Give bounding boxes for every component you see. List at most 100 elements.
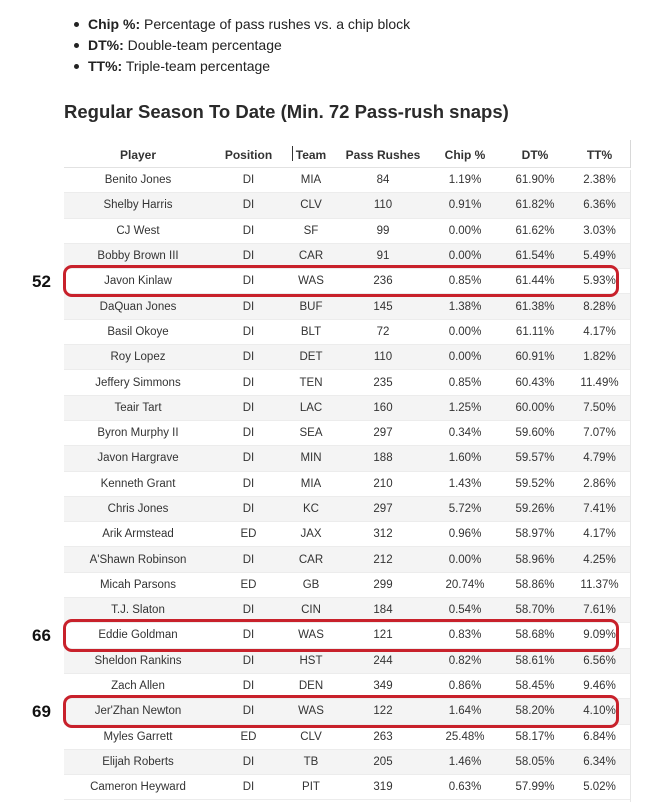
table-row: Byron Murphy II DI SEA 297 0.34% 59.60% 7.07% bbox=[64, 421, 630, 447]
cell-tt-pct: 8.28% bbox=[583, 300, 616, 313]
table-row: Sheldon Rankins DI HST 244 0.82% 58.61% 6.56% bbox=[64, 648, 630, 674]
header-team[interactable]: Team bbox=[295, 148, 327, 162]
table-row: DaQuan Jones DI BUF 145 1.38% 61.38% 8.28% bbox=[64, 294, 630, 320]
cell-tt-pct: 5.93% bbox=[583, 275, 616, 288]
header-pass-rushes[interactable]: Pass Rushes bbox=[345, 148, 421, 162]
cell-team: BUF bbox=[299, 300, 323, 313]
cell-position: DI bbox=[242, 604, 255, 617]
cell-pass-rushes: 263 bbox=[373, 730, 393, 743]
highlight-box bbox=[63, 695, 619, 728]
cell-team: SEA bbox=[299, 427, 323, 440]
cell-position: DI bbox=[242, 250, 255, 263]
table-row: Shelby Harris DI CLV 110 0.91% 61.82% 6.36% bbox=[64, 193, 630, 219]
cell-pass-rushes: 297 bbox=[373, 427, 393, 440]
cell-player: Myles Garrett bbox=[103, 730, 173, 743]
cell-player: Shelby Harris bbox=[103, 199, 173, 212]
cell-pass-rushes: 205 bbox=[373, 755, 393, 768]
cell-chip-pct: 0.83% bbox=[448, 629, 482, 642]
cell-dt-pct: 61.38% bbox=[515, 300, 555, 313]
cell-player: Micah Parsons bbox=[99, 578, 177, 591]
cell-position: ED bbox=[240, 528, 257, 541]
cell-player: Roy Lopez bbox=[110, 351, 166, 364]
cell-pass-rushes: 188 bbox=[373, 452, 393, 465]
cell-chip-pct: 1.43% bbox=[448, 477, 482, 490]
definition-desc: Percentage of pass rushes vs. a chip blo… bbox=[144, 16, 411, 32]
cell-chip-pct: 0.00% bbox=[448, 351, 482, 364]
table-row: Basil Okoye DI BLT 72 0.00% 61.11% 4.17% bbox=[64, 320, 630, 346]
section-title: Regular Season To Date (Min. 72 Pass-rus… bbox=[64, 101, 509, 122]
cell-position: DI bbox=[242, 705, 255, 718]
cell-position: DI bbox=[242, 351, 255, 364]
definition-term: TT%: bbox=[88, 58, 123, 74]
header-dt-pct[interactable]: DT% bbox=[521, 148, 549, 162]
cell-chip-pct: 20.74% bbox=[445, 578, 485, 591]
table-row: Benito Jones DI MIA 84 1.19% 61.90% 2.38% bbox=[64, 168, 630, 194]
cell-team: CAR bbox=[298, 553, 324, 566]
cell-position: DI bbox=[242, 224, 255, 237]
table-row: Teair Tart DI LAC 160 1.25% 60.00% 7.50% bbox=[64, 395, 630, 421]
cell-tt-pct: 9.46% bbox=[583, 680, 616, 693]
table-row: Kenneth Grant DI MIA 210 1.43% 59.52% 2.86% bbox=[64, 472, 630, 497]
cell-tt-pct: 6.56% bbox=[583, 654, 616, 667]
definitions-list: Chip %: Percentage of pass rushes vs. a … bbox=[74, 14, 410, 77]
cell-position: DI bbox=[242, 781, 255, 794]
cell-pass-rushes: 299 bbox=[373, 578, 393, 591]
cell-pass-rushes: 72 bbox=[376, 325, 390, 338]
cell-team: LAC bbox=[299, 401, 323, 414]
cell-tt-pct: 7.50% bbox=[583, 401, 616, 414]
cell-tt-pct: 7.07% bbox=[583, 427, 616, 440]
header-player[interactable]: Player bbox=[119, 148, 157, 162]
cell-tt-pct: 1.82% bbox=[583, 351, 616, 364]
cell-player: Byron Murphy II bbox=[97, 427, 179, 440]
table-row: Micah Parsons ED GB 299 20.74% 58.86% 11.37% bbox=[64, 573, 630, 599]
cell-position: DI bbox=[242, 325, 255, 338]
cell-tt-pct: 2.86% bbox=[583, 477, 616, 490]
stats-table: Player Position Team Pass Rushes Chip % … bbox=[64, 143, 630, 801]
cell-pass-rushes: 110 bbox=[373, 199, 393, 212]
table-row: Arik Armstead ED JAX 312 0.96% 58.97% 4.17% bbox=[64, 522, 630, 548]
cell-dt-pct: 57.99% bbox=[515, 781, 555, 794]
cell-tt-pct: 4.10% bbox=[583, 705, 616, 718]
table-divider bbox=[630, 170, 631, 802]
cell-position: DI bbox=[242, 427, 255, 440]
highlight-box bbox=[63, 265, 619, 298]
cell-tt-pct: 6.84% bbox=[583, 730, 616, 743]
definition-item: Chip %: Percentage of pass rushes vs. a … bbox=[74, 14, 410, 35]
cell-team: MIA bbox=[300, 477, 322, 490]
table-row: Myles Garrett ED CLV 263 25.48% 58.17% 6.84% bbox=[64, 725, 630, 750]
table-row: Javon Kinlaw DI WAS 236 0.85% 61.44% 5.93% bbox=[64, 269, 630, 295]
cell-chip-pct: 0.63% bbox=[448, 781, 482, 794]
cell-position: DI bbox=[242, 174, 255, 187]
cell-player: Jer'Zhan Newton bbox=[94, 705, 182, 718]
cell-position: DI bbox=[242, 452, 255, 465]
cell-chip-pct: 0.96% bbox=[448, 528, 482, 541]
cell-position: DI bbox=[242, 553, 255, 566]
cell-chip-pct: 1.25% bbox=[448, 401, 482, 414]
cell-position: ED bbox=[240, 578, 257, 591]
table-row: Bobby Brown III DI CAR 91 0.00% 61.54% 5.49% bbox=[64, 243, 630, 270]
cell-chip-pct: 1.46% bbox=[448, 755, 482, 768]
table-row: A'Shawn Robinson DI CAR 212 0.00% 58.96% 4.25% bbox=[64, 547, 630, 573]
table-row: Elijah Roberts DI TB 205 1.46% 58.05% 6.34% bbox=[64, 749, 630, 776]
cell-tt-pct: 9.09% bbox=[583, 629, 616, 642]
table-row: Jer'Zhan Newton DI WAS 122 1.64% 58.20% 4.10% bbox=[64, 699, 630, 725]
cell-team: HST bbox=[299, 654, 323, 667]
cell-team: CLV bbox=[300, 730, 322, 743]
cell-tt-pct: 7.61% bbox=[583, 604, 616, 617]
definition-item: TT%: Triple-team percentage bbox=[74, 56, 410, 77]
cell-tt-pct: 5.02% bbox=[583, 781, 616, 794]
rank-label: 52 bbox=[32, 272, 51, 292]
cell-pass-rushes: 145 bbox=[373, 300, 393, 313]
cell-team: MIA bbox=[300, 174, 322, 187]
cell-pass-rushes: 184 bbox=[373, 604, 393, 617]
cell-player: Arik Armstead bbox=[102, 528, 174, 541]
cell-chip-pct: 25.48% bbox=[445, 730, 485, 743]
header-chip-pct[interactable]: Chip % bbox=[444, 148, 486, 162]
cell-position: DI bbox=[242, 300, 255, 313]
header-tt-pct[interactable]: TT% bbox=[586, 148, 613, 162]
cell-team: PIT bbox=[302, 781, 320, 794]
cell-dt-pct: 59.52% bbox=[515, 477, 555, 490]
cell-pass-rushes: 110 bbox=[373, 351, 393, 364]
cell-pass-rushes: 160 bbox=[373, 401, 393, 414]
header-position[interactable]: Position bbox=[224, 148, 273, 162]
